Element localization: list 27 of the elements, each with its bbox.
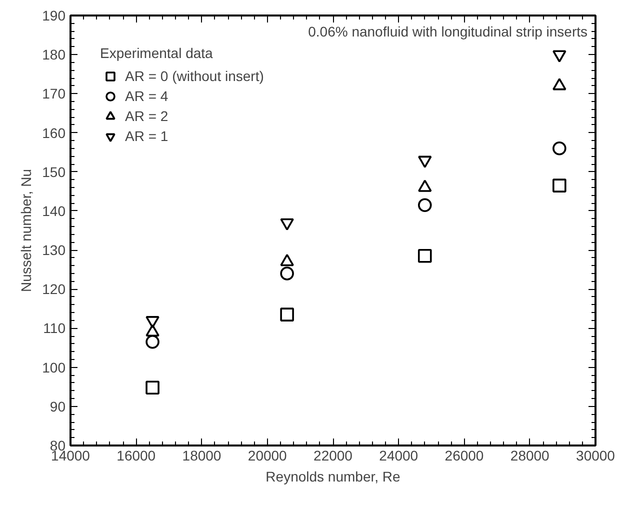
legend-label: AR = 0 (without insert): [125, 68, 264, 84]
x-tick-label: 30000: [576, 448, 616, 464]
y-tick-label: 160: [42, 124, 66, 141]
x-tick-label: 18000: [182, 448, 222, 464]
y-tick-label: 110: [43, 320, 66, 336]
y-tick-label: 150: [42, 164, 66, 180]
y-tick-label: 120: [42, 281, 66, 298]
x-tick-label: 24000: [379, 448, 418, 464]
legend-title: Experimental data: [100, 45, 214, 61]
x-tick-label: 28000: [510, 448, 550, 464]
y-tick-label: 140: [42, 202, 66, 219]
x-axis-title: Reynolds number, Re: [266, 468, 401, 484]
y-axis-title: Nusselt number, Nu: [18, 169, 34, 292]
y-tick-label: 130: [42, 242, 66, 258]
x-tick-label: 26000: [444, 448, 484, 464]
x-tick-label: 22000: [314, 448, 353, 464]
y-tick-label: 90: [50, 398, 66, 414]
y-tick-label: 100: [42, 359, 66, 376]
y-tick-label: 190: [42, 8, 66, 24]
y-tick-label: 170: [42, 86, 66, 102]
x-tick-label: 16000: [116, 448, 156, 464]
y-tick-label: 180: [42, 46, 66, 63]
x-tick-label: 20000: [248, 448, 288, 464]
annotation: 0.06% nanofluid with longitudinal strip inserts: [308, 24, 588, 40]
legend-label: AR = 4: [125, 88, 168, 104]
legend-label: AR = 1: [125, 128, 168, 144]
legend-label: AR = 2: [125, 108, 168, 124]
